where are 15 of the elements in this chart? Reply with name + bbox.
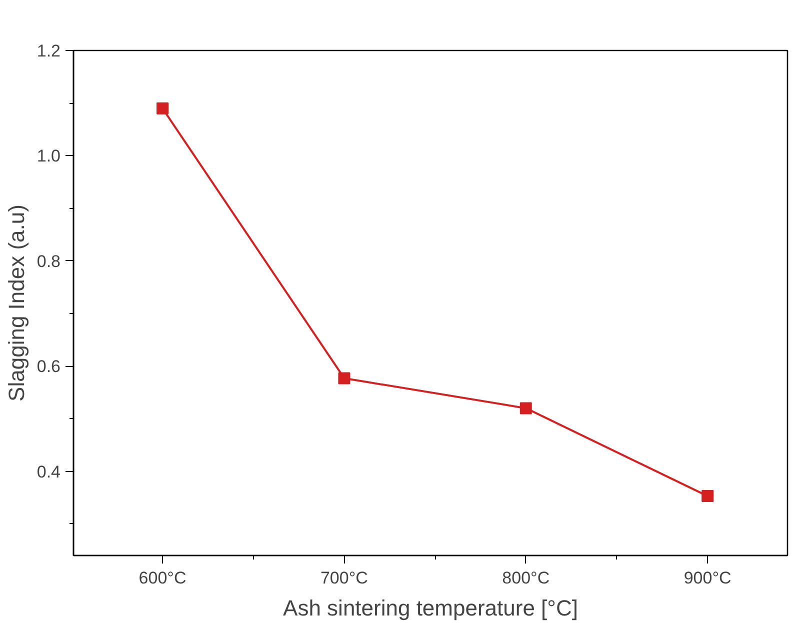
y-tick-label: 1.0 — [36, 146, 61, 166]
x-tick-label: 800°C — [502, 568, 550, 588]
y-tick-label: 1.2 — [36, 42, 61, 60]
x-axis-title: Ash sintering temperature [°C] — [283, 596, 578, 620]
point — [702, 490, 714, 502]
point — [156, 102, 169, 114]
x-tick-label: 600°C — [138, 568, 186, 588]
point — [520, 402, 532, 414]
point — [338, 372, 350, 384]
y-axis-title: Slagging Index (a.u) — [4, 204, 29, 402]
y-tick-label: 0.8 — [36, 252, 61, 271]
x-tick-label: 700°C — [320, 568, 368, 588]
y-tick-label: 0.4 — [36, 462, 61, 482]
y-tick-label: 0.6 — [36, 357, 61, 376]
x-tick-label: 900°C — [684, 568, 732, 588]
